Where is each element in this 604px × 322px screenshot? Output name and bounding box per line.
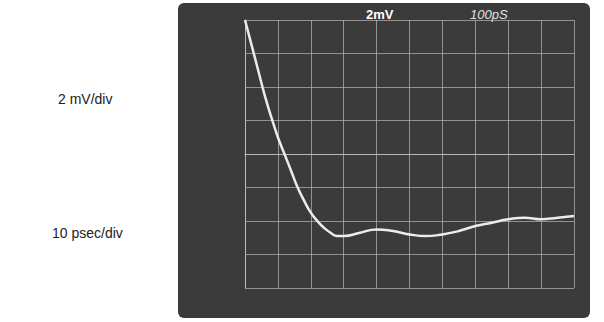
svg-text:2 mV/div: 2 mV/div bbox=[58, 91, 112, 107]
svg-text:2mV: 2mV bbox=[366, 7, 394, 22]
svg-text:10 psec/div: 10 psec/div bbox=[52, 225, 123, 241]
svg-text:100pS: 100pS bbox=[470, 7, 508, 22]
